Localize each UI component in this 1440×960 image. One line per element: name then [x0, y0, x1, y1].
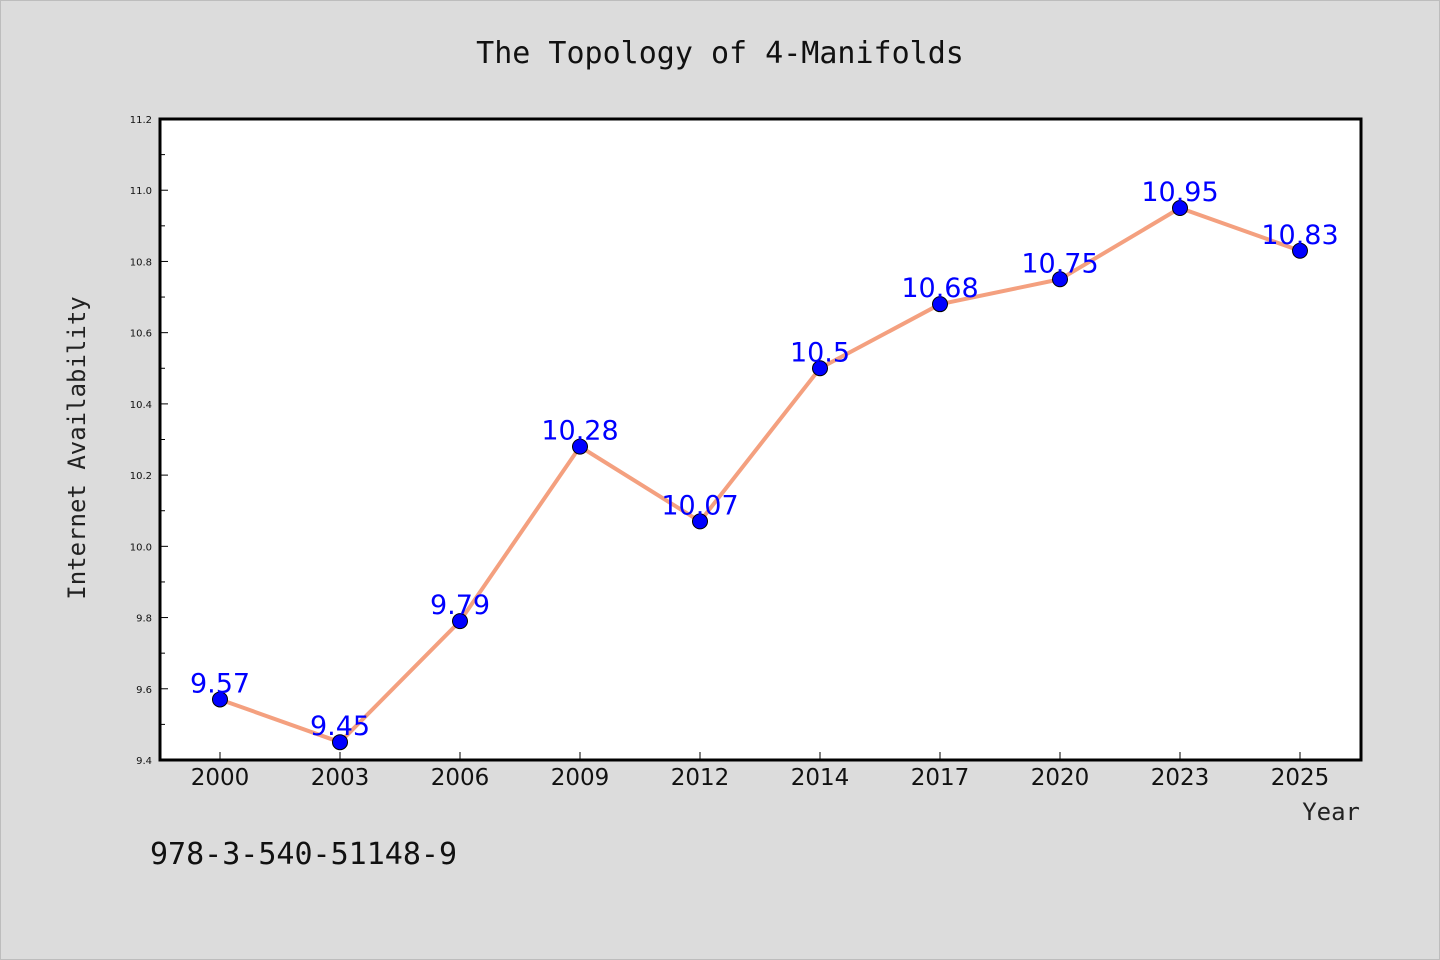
data-label: 10.83 [1261, 220, 1338, 251]
data-point [692, 513, 708, 530]
x-tick-label: 2003 [311, 765, 370, 791]
data-label: 9.57 [190, 668, 250, 699]
series-line [218, 206, 1302, 745]
x-tick-label: 2020 [1031, 765, 1090, 791]
y-tick-label: 10.0 [130, 542, 152, 553]
y-tick-label: 11.2 [130, 115, 152, 126]
x-tick-label: 2006 [431, 765, 490, 791]
y-tick-label: 11.0 [130, 186, 152, 197]
x-tick-label: 2017 [911, 765, 970, 791]
data-label: 10.5 [790, 337, 850, 368]
y-tick-label: 10.8 [130, 257, 152, 268]
x-axis-label: Year [1302, 798, 1360, 826]
y-tick-label: 10.6 [130, 329, 152, 340]
y-tick-label: 9.4 [136, 756, 152, 767]
data-label: 10.28 [541, 416, 618, 447]
isbn-text: 978-3-540-51148-9 [150, 837, 457, 872]
data-point [812, 360, 828, 377]
data-point [1172, 200, 1188, 217]
y-tick-label: 10.2 [130, 471, 152, 482]
plot-area [158, 117, 1363, 762]
data-label: 9.45 [310, 711, 370, 742]
chart-title: The Topology of 4-Manifolds [476, 36, 964, 71]
y-tick-label: 10.4 [130, 400, 152, 411]
x-tick-label: 2025 [1271, 765, 1330, 791]
x-tick-label: 2012 [671, 765, 730, 791]
x-tick-label: 2009 [551, 765, 610, 791]
data-point [932, 296, 948, 313]
y-axis-label: Internet Availability [63, 296, 91, 599]
y-tick-label: 9.6 [136, 685, 152, 696]
data-label: 10.95 [1141, 177, 1218, 208]
data-point [452, 613, 468, 630]
x-tick-label: 2014 [791, 765, 850, 791]
x-tick-label: 2023 [1151, 765, 1210, 791]
series-line-group: 9.57 9.45 9.79 10.28 10.07 10.5 10.68 10.75 10.9… [190, 177, 1339, 751]
data-point [1292, 242, 1308, 259]
x-axis: 2000 2003 2006 2009 2012 2014 2017 2020 2023 2025 [191, 752, 1330, 791]
data-label: 9.79 [430, 590, 490, 621]
y-tick-label: 9.8 [136, 614, 152, 625]
data-point [212, 691, 228, 708]
y-axis: 9.4 9.6 9.8 10.0 10.2 10.4 10.6 10.8 11.0 11.2 [130, 115, 168, 767]
data-label: 10.68 [901, 273, 978, 304]
x-tick-label: 2000 [191, 765, 250, 791]
data-point [332, 734, 348, 751]
data-point [1052, 271, 1068, 288]
data-point [572, 438, 588, 455]
data-label: 10.07 [661, 490, 738, 521]
data-label: 10.75 [1021, 248, 1098, 279]
